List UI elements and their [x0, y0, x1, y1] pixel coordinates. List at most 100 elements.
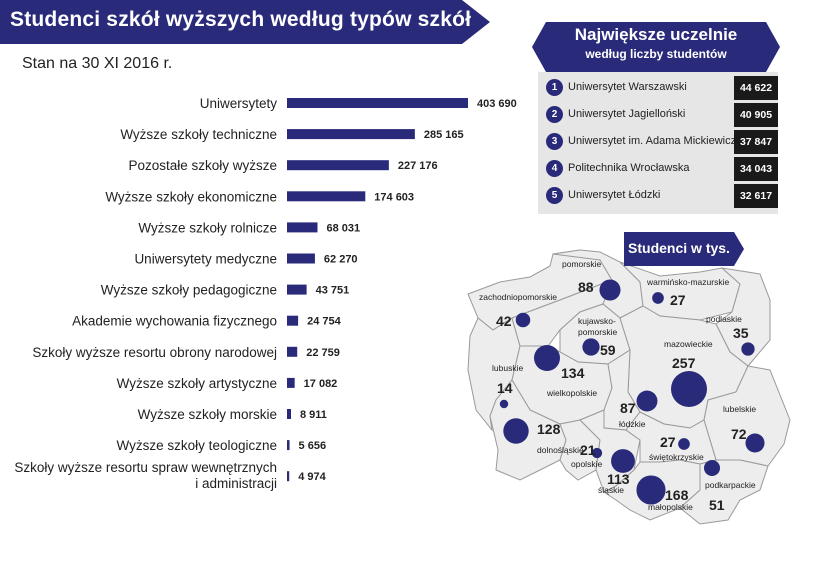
region-label-14: małopolskie [648, 502, 693, 512]
value-label-5: 62 270 [324, 254, 358, 266]
university-row: 5 Uniwersytet Łódzki 32 617 [538, 184, 778, 208]
university-students: 40 905 [734, 103, 778, 127]
region-value-10: 128 [537, 421, 561, 437]
page-subtitle: Stan na 30 XI 2016 r. [22, 55, 173, 72]
region-label-4: podlaskie [706, 314, 742, 324]
title-banner: Studenci szkół wyższych według typów szk… [0, 0, 490, 44]
bar-8 [287, 346, 298, 357]
category-label-1: Wyższe szkoły techniczne [120, 127, 277, 142]
bar-10 [287, 409, 291, 419]
map-title-banner-shape [624, 232, 744, 266]
value-label-12: 4 974 [298, 471, 326, 483]
bubble-14 [636, 475, 666, 505]
category-label-7: Akademie wychowania fizycznego [72, 314, 277, 329]
university-name: Uniwersytet Jagielloński [568, 108, 686, 120]
category-label-11: Wyższe szkoły teologiczne [117, 438, 277, 453]
bubble-8 [636, 390, 658, 412]
bubble-1 [652, 292, 664, 304]
bar-12 [287, 471, 290, 482]
region-label-0: pomorskie [562, 259, 601, 269]
region-value-3: 59 [600, 342, 616, 358]
top-universities-banner-shape [532, 22, 780, 72]
bubble-15 [703, 459, 721, 477]
university-row: 1 Uniwersytet Warszawski 44 622 [538, 76, 778, 100]
bubble-2 [515, 312, 531, 328]
bar-4 [287, 222, 318, 233]
region-label-15: podkarpackie [705, 480, 756, 490]
bar-3 [287, 191, 366, 202]
bar-11 [287, 440, 290, 451]
rank-badge: 4 [546, 160, 563, 177]
bar-7 [287, 315, 299, 326]
bar-chart: 403 690 Uniwersytety 285 165 Wyższe szkoły … [14, 96, 517, 491]
region-value-6: 134 [561, 365, 585, 381]
top-universities-panel: 1 Uniwersytet Warszawski 44 622 2 Uniwersyte… [538, 72, 778, 214]
map-title: Studenci w tys. [628, 240, 730, 256]
region-value-4: 35 [733, 325, 749, 341]
region-label-5: mazowieckie [664, 339, 713, 349]
region-label-6: wielkopolskie [546, 388, 597, 398]
bubble-9 [745, 433, 765, 453]
region-value-5: 257 [672, 355, 696, 371]
top-universities-title: Największe uczelnie [574, 25, 738, 44]
value-label-6: 43 751 [316, 285, 350, 297]
region-value-2: 42 [496, 313, 512, 329]
value-label-11: 5 656 [299, 440, 327, 452]
value-label-7: 24 754 [307, 316, 342, 328]
university-name: Uniwersytet Łódzki [568, 189, 661, 201]
category-label-0: Uniwersytety [200, 96, 278, 111]
bubble-6 [534, 345, 560, 371]
region-value-9: 72 [731, 426, 747, 442]
value-label-0: 403 690 [477, 98, 517, 110]
university-name: Uniwersytet im. Adama Mickiewicza [568, 135, 743, 147]
region-value-15: 51 [709, 497, 725, 513]
bubble-11 [591, 447, 603, 459]
region-value-13: 113 [607, 471, 630, 487]
value-label-4: 68 031 [327, 222, 361, 234]
university-row: 4 Politechnika Wrocławska 34 043 [538, 157, 778, 181]
bubble-3 [582, 338, 600, 356]
bubble-7 [499, 399, 509, 409]
region-label-2: zachodniopomorskie [479, 292, 557, 302]
rank-badge: 1 [546, 79, 563, 96]
rank-badge: 3 [546, 133, 563, 150]
bubble-4 [741, 342, 755, 356]
university-students: 37 847 [734, 130, 778, 154]
top-universities-banner: Największe uczelnie według liczby studen… [532, 22, 780, 72]
rank-badge: 5 [546, 187, 563, 204]
value-label-10: 8 911 [300, 409, 327, 421]
university-row: 3 Uniwersytet im. Adama Mickiewicza 37 847 [538, 130, 778, 154]
bubble-12 [678, 438, 690, 450]
map-title-banner: Studenci w tys. [624, 232, 744, 266]
university-name: Politechnika Wrocławska [568, 162, 690, 174]
category-label-3: Wyższe szkoły ekonomiczne [105, 189, 277, 204]
region-value-8: 87 [620, 400, 636, 416]
bubble-10 [503, 418, 529, 444]
region-label-3: kujawsko-pomorskie [578, 316, 617, 337]
region-label-7: lubuskie [492, 363, 523, 373]
page-title: Studenci szkół wyższych według typów szk… [10, 8, 472, 31]
region-label-13: śląskie [598, 485, 624, 495]
university-students: 44 622 [734, 76, 778, 100]
region-label-12: świętokrzyskie [649, 452, 704, 462]
category-label-9: Wyższe szkoły artystyczne [117, 376, 277, 391]
value-label-8: 22 759 [306, 347, 340, 359]
value-label-9: 17 082 [304, 378, 338, 390]
university-students: 32 617 [734, 184, 778, 208]
rank-badge: 2 [546, 106, 563, 123]
category-label-10: Wyższe szkoły morskie [138, 407, 277, 422]
category-label-6: Wyższe szkoły pedagogiczne [101, 283, 277, 298]
region-label-1: warmińsko-mazurskie [646, 277, 729, 287]
region-label-10: dolnośląskie [537, 445, 584, 455]
region-value-11: 21 [580, 442, 596, 458]
value-label-1: 285 165 [424, 129, 464, 141]
bar-0 [287, 98, 468, 108]
category-label-8: Szkoły wyższe resortu obrony narodowej [32, 345, 277, 360]
region-value-0: 88 [578, 279, 594, 295]
region-value-1: 27 [670, 292, 686, 308]
bubble-5 [671, 371, 707, 407]
bar-2 [287, 160, 389, 171]
value-label-2: 227 176 [398, 160, 438, 172]
category-label-5: Uniwersytety medyczne [134, 252, 277, 267]
university-name: Uniwersytet Warszawski [568, 81, 687, 93]
